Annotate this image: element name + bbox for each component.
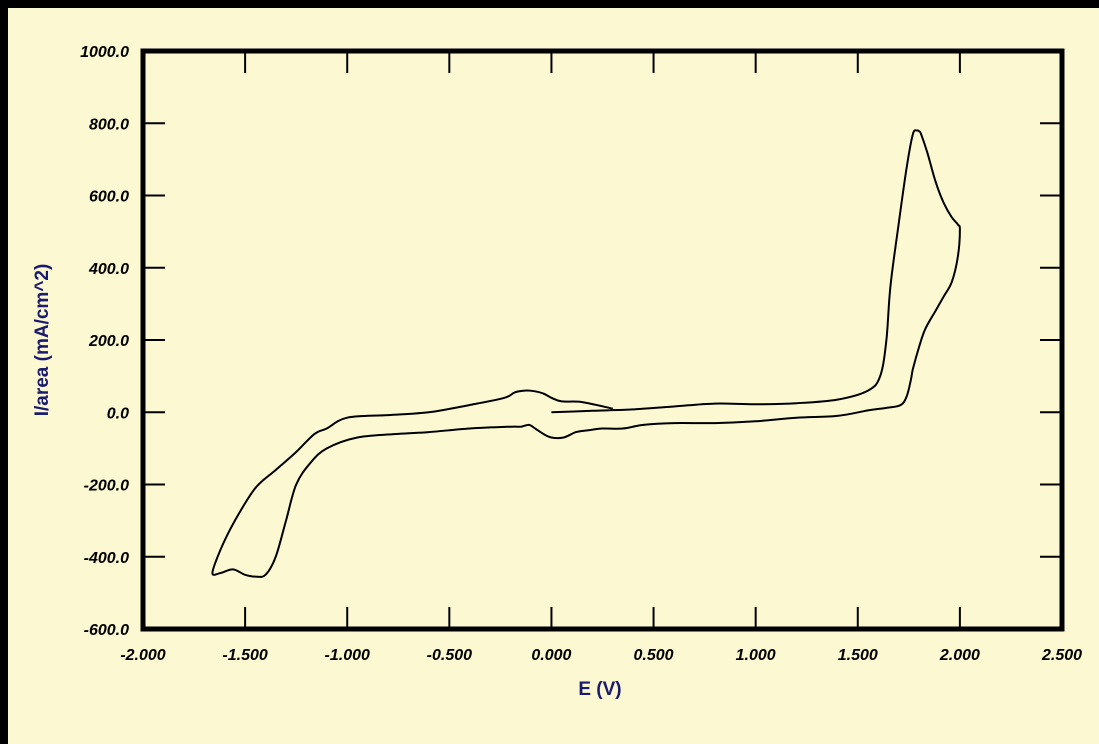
plot-area xyxy=(140,48,1065,632)
x-tick-label: 2.000 xyxy=(939,647,980,664)
x-tick-label: -0.500 xyxy=(427,647,472,664)
y-axis-title: I/area (mA/cm^2) xyxy=(32,264,53,417)
x-tick-label: 1.000 xyxy=(736,647,776,664)
y-axis-tick-labels: -600.0 -400.0 -200.0 0.0 200.0 400.0 600.0 800.… xyxy=(80,44,129,639)
cyclic-voltammogram-chart: -600.0 -400.0 -200.0 0.0 200.0 400.0 600.0 800.… xyxy=(32,44,1082,700)
cv-curve xyxy=(211,129,961,578)
y-tick-label: -400.0 xyxy=(84,550,129,567)
x-tick-label: -2.000 xyxy=(120,647,165,664)
chart-panel: -600.0 -400.0 -200.0 0.0 200.0 400.0 600.0 800.… xyxy=(8,8,1099,744)
y-tick-label: -200.0 xyxy=(84,478,129,495)
x-axis-title: E (V) xyxy=(578,679,621,700)
x-axis-tick-labels: -2.000 -1.500 -1.000 -0.500 0.000 0.500 1.000 1… xyxy=(120,647,1082,664)
x-tick-label: 1.500 xyxy=(838,647,878,664)
y-tick-label: 1000.0 xyxy=(80,44,129,61)
x-tick-label: -1.500 xyxy=(222,647,267,664)
x-tick-label: 0.000 xyxy=(531,647,571,664)
x-axis-ticks xyxy=(244,51,961,629)
x-tick-label: 2.500 xyxy=(1041,647,1082,664)
x-tick-label: -1.000 xyxy=(325,647,370,664)
y-tick-label: 200.0 xyxy=(88,333,129,350)
y-tick-label: 0.0 xyxy=(107,405,129,422)
y-axis-ticks xyxy=(143,122,1062,558)
y-tick-label: 600.0 xyxy=(89,189,129,206)
y-tick-label: 400.0 xyxy=(88,261,129,278)
y-tick-label: -600.0 xyxy=(84,622,129,639)
y-tick-label: 800.0 xyxy=(89,116,129,133)
x-tick-label: 0.500 xyxy=(634,647,674,664)
